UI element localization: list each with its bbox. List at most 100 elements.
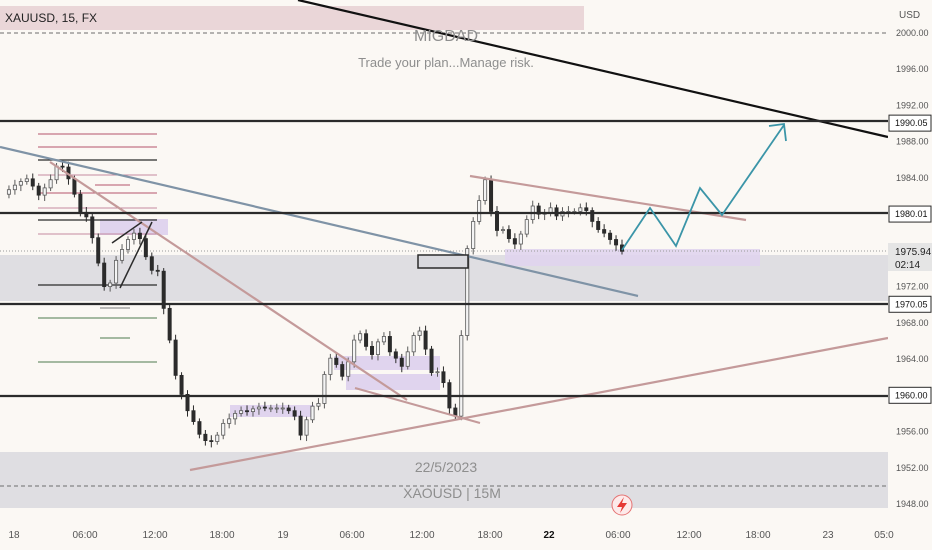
demand-box-mid-upper xyxy=(334,356,440,370)
candle-body xyxy=(167,307,172,341)
last-price-tag: 1975.94 02:14 xyxy=(888,243,932,271)
candle-body xyxy=(364,333,369,347)
candle-body xyxy=(465,248,470,336)
candle-body xyxy=(286,407,291,412)
demand-box-mid-lower xyxy=(346,374,440,390)
candle-body xyxy=(608,232,613,240)
candle-body xyxy=(149,256,154,271)
channel-line xyxy=(0,145,639,298)
candle-body xyxy=(358,333,363,341)
candle-body xyxy=(161,270,166,309)
candle-body xyxy=(227,418,232,424)
alert-bolt-icon[interactable] xyxy=(611,494,633,516)
candle-body xyxy=(381,336,386,343)
candle-body xyxy=(143,238,148,258)
time-tick-label: 18:00 xyxy=(209,530,234,541)
candle-body xyxy=(48,179,53,189)
price-axis-ticks: 1948.00 1952.00 1956.00 1960.00 1964.00 1968.… xyxy=(896,28,929,509)
candle-body xyxy=(304,419,309,436)
demand-box-right xyxy=(505,249,760,266)
price-tick-label: 1984.00 xyxy=(896,173,929,183)
ascending-trendline xyxy=(189,336,889,472)
candle-body xyxy=(239,410,244,414)
key-levels xyxy=(0,119,888,398)
forecast-path xyxy=(621,122,787,251)
candle-body xyxy=(435,371,440,374)
flag-line-a xyxy=(111,221,143,244)
last-price-countdown: 02:14 xyxy=(895,260,920,271)
watermark-tagline: Trade your plan...Manage risk. xyxy=(358,55,534,70)
candle-body xyxy=(185,394,190,412)
candle-body xyxy=(131,232,136,240)
price-axis-currency: USD xyxy=(899,10,920,21)
candle-body xyxy=(12,184,17,191)
price-tick-label: 1972.00 xyxy=(896,282,929,292)
lower-zone-band xyxy=(0,452,888,508)
price-tick-label: 1996.00 xyxy=(896,64,929,74)
candle-body xyxy=(30,178,35,187)
candle-body xyxy=(477,200,482,222)
candle-body xyxy=(250,408,255,413)
candle-body xyxy=(114,259,119,284)
time-tick-label: 23 xyxy=(822,530,834,541)
price-tick-label: 1988.00 xyxy=(896,137,929,147)
candle-body xyxy=(489,179,494,212)
price-label-text: 1980.01 xyxy=(895,209,928,219)
candle-body xyxy=(387,336,392,353)
candle-body xyxy=(322,374,327,404)
price-axis-panel[interactable] xyxy=(888,0,932,550)
price-label-box xyxy=(888,386,932,404)
candle-body xyxy=(506,229,511,240)
price-label-box xyxy=(888,205,932,223)
candle-body xyxy=(399,357,404,367)
candle-body xyxy=(96,237,101,264)
candle-body xyxy=(411,335,416,353)
time-tick-label: 18:00 xyxy=(477,530,502,541)
candle-body xyxy=(197,421,202,435)
candle-body xyxy=(334,357,339,365)
candle-body xyxy=(173,339,178,376)
time-tick-label: 19 xyxy=(277,530,289,541)
price-label-text: 1970.05 xyxy=(895,299,928,309)
time-tick-label: 12:00 xyxy=(676,530,701,541)
candle-body xyxy=(405,351,410,367)
candle-body xyxy=(24,178,29,182)
candle-body xyxy=(120,249,125,261)
candle-body xyxy=(375,341,380,355)
price-label-text: 1960.00 xyxy=(895,390,928,400)
candle-body xyxy=(60,165,65,168)
time-tick-label: 06:00 xyxy=(605,530,630,541)
candle-body xyxy=(18,181,23,186)
candle-body xyxy=(215,434,220,442)
candle-body xyxy=(471,220,476,249)
candle-body xyxy=(108,282,113,288)
time-tick-label: 18:00 xyxy=(745,530,770,541)
candle-body xyxy=(191,410,196,422)
symbol-header: XAUUSD, 15, FX xyxy=(5,11,97,25)
candle-body xyxy=(137,232,142,240)
price-tick-label: 1948.00 xyxy=(896,499,929,509)
trend-lines xyxy=(0,0,889,472)
candle-body xyxy=(42,187,47,196)
candle-body xyxy=(512,238,517,245)
candle-body xyxy=(352,339,357,363)
candle-body xyxy=(179,374,184,395)
price-tick-label: 2000.00 xyxy=(896,28,929,38)
candle-body xyxy=(274,407,279,410)
price-level-labels: 1990.05 1980.01 1970.05 1960.00 xyxy=(888,114,932,404)
candle-body xyxy=(102,262,107,288)
candle-body xyxy=(590,210,595,222)
candle-body xyxy=(340,364,345,377)
candle-body xyxy=(268,407,273,410)
candle-body xyxy=(495,211,500,231)
candle-body xyxy=(203,433,208,441)
order-block-rect xyxy=(417,254,469,269)
candle-body xyxy=(346,361,351,377)
candle-body xyxy=(614,239,619,246)
candle-body xyxy=(328,357,333,375)
candle-body xyxy=(602,229,607,234)
candle-body xyxy=(262,406,267,409)
time-tick-label: 12:00 xyxy=(409,530,434,541)
price-tick-label: 1956.00 xyxy=(896,427,929,437)
